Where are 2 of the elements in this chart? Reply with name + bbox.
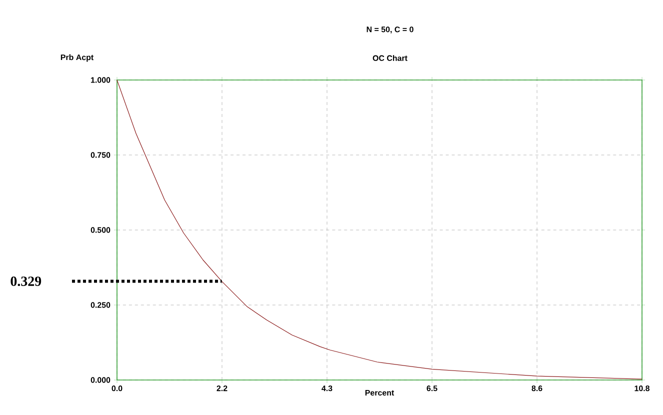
line-series: [116, 80, 642, 380]
ref-line-label: 0.329: [10, 276, 42, 286]
